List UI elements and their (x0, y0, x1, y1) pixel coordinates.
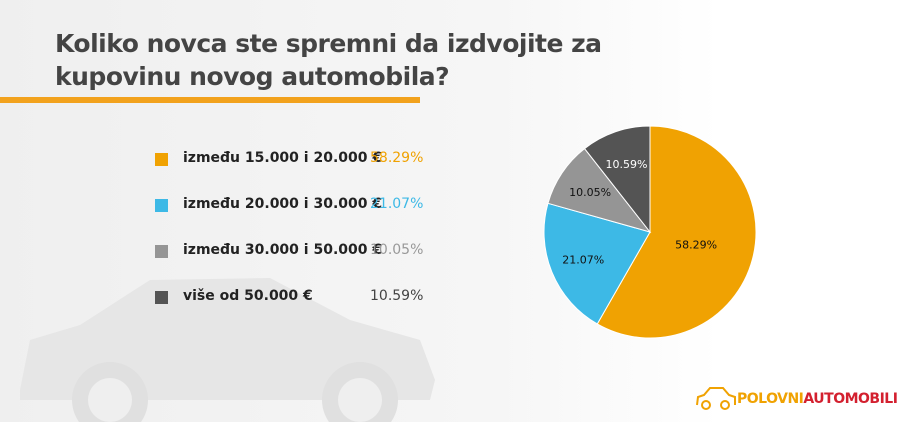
slice-label: 10.05% (569, 186, 611, 199)
title-underline (0, 97, 420, 103)
logo-car-icon (696, 387, 736, 410)
slice-label: 21.07% (562, 253, 604, 266)
polovni-automobili-logo: POLOVNI AUTOMOBILI (695, 385, 898, 413)
slice-label: 58.29% (675, 238, 717, 251)
chart-title: Koliko novca ste spremni da izdvojite za… (55, 27, 602, 93)
legend-swatch (155, 245, 168, 258)
pie-slice (543, 202, 651, 325)
legend-label: između 20.000 i 30.000 € (183, 196, 383, 212)
pie-slice (583, 125, 651, 234)
legend-swatch (155, 153, 168, 166)
legend-label: više od 50.000 € (183, 288, 313, 304)
legend-swatch (155, 291, 168, 304)
legend-label: između 15.000 i 20.000 € (183, 150, 383, 166)
pie-slice (596, 125, 757, 339)
car-silhouette-icon (20, 278, 435, 422)
legend-value: 10.59% (370, 288, 424, 304)
legend-value: 58.29% (370, 150, 424, 166)
title-line-2: kupovinu novog automobila? (55, 62, 450, 91)
title-line-1: Koliko novca ste spremni da izdvojite za (55, 29, 602, 58)
legend-swatch (155, 199, 168, 212)
legend-value: 10.05% (370, 242, 424, 258)
slice-label: 10.59% (605, 158, 647, 171)
legend-value: 21.07% (370, 196, 424, 212)
legend-label: između 30.000 i 50.000 € (183, 242, 383, 258)
